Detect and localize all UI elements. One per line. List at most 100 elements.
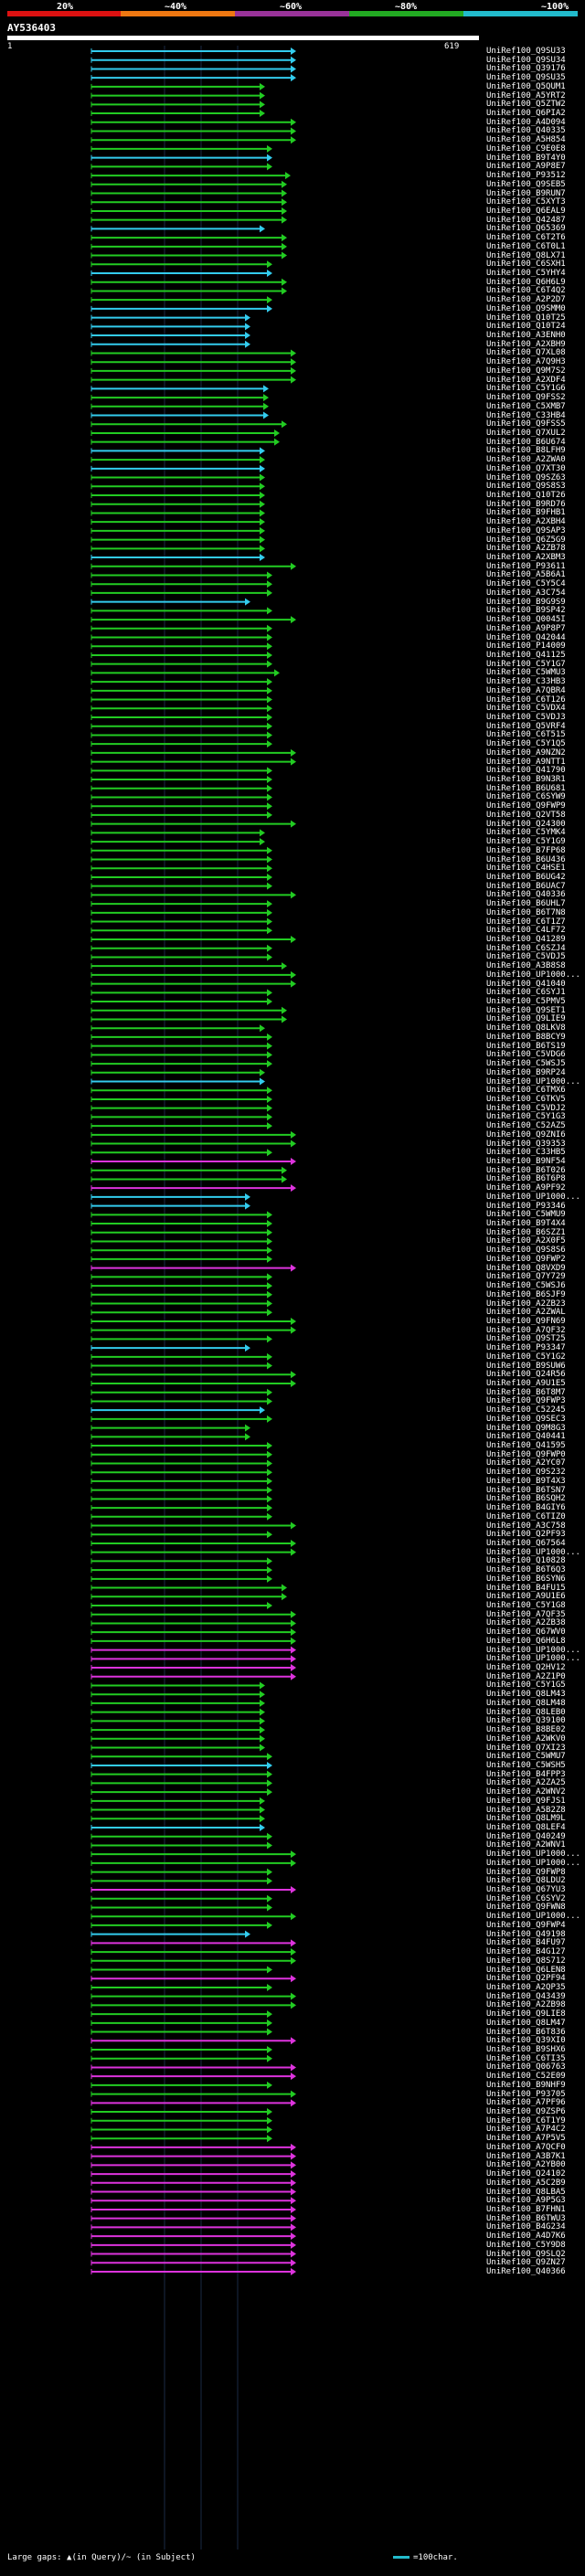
hit-label[interactable]: UniRef100_Q5ZTW2 [486, 100, 566, 110]
hit-label[interactable]: UniRef100_A7QCF0 [486, 2142, 566, 2152]
hit-label[interactable]: UniRef100_Q9LIE8 [486, 2009, 566, 2019]
hit-label[interactable]: UniRef100_A9U1E5 [486, 1379, 566, 1388]
hit-label[interactable]: UniRef100_B7FHN1 [486, 2204, 566, 2214]
hit-label[interactable]: UniRef100_A9U1E6 [486, 1592, 566, 1602]
hit-label[interactable]: UniRef100_C6SXH1 [486, 260, 566, 270]
hit-label[interactable]: UniRef100_Q6EAL9 [486, 206, 566, 216]
hit-label[interactable]: UniRef100_P93611 [486, 561, 566, 571]
hit-label[interactable]: UniRef100_Q9LIE9 [486, 1014, 566, 1024]
hit-label[interactable]: UniRef100_B8BE02 [486, 1725, 566, 1735]
hit-label[interactable]: UniRef100_Q42044 [486, 632, 566, 642]
hit-label[interactable]: UniRef100_B9G9S9 [486, 597, 566, 607]
hit-label[interactable]: UniRef100_A3ENH0 [486, 331, 566, 341]
hit-label[interactable]: UniRef100_C5Y1G6 [486, 384, 566, 394]
hit-label[interactable]: UniRef100_Q9ZSP6 [486, 2107, 566, 2117]
hit-label[interactable]: UniRef100_B6T026 [486, 1165, 566, 1175]
hit-label[interactable]: UniRef100_C5Y1G5 [486, 1680, 566, 1691]
hit-label[interactable]: UniRef100_Q9S8S6 [486, 1246, 566, 1256]
hit-label[interactable]: UniRef100_Q9SU34 [486, 55, 566, 65]
hit-label[interactable]: UniRef100_A5C2B9 [486, 2178, 566, 2188]
hit-label[interactable]: UniRef100_B6UHL7 [486, 899, 566, 909]
hit-label[interactable]: UniRef100_A3C758 [486, 1521, 566, 1531]
hit-label[interactable]: UniRef100_C5XMB7 [486, 401, 566, 411]
hit-label[interactable]: UniRef100_Q9SZ63 [486, 472, 566, 482]
hit-label[interactable]: UniRef100_B9RUN7 [486, 188, 566, 198]
hit-label[interactable]: UniRef100_Q41595 [486, 1441, 566, 1451]
hit-label[interactable]: UniRef100_Q10828 [486, 1556, 566, 1566]
hit-label[interactable]: UniRef100_B6SZZ1 [486, 1227, 566, 1237]
hit-label[interactable]: UniRef100_C5Y1G7 [486, 659, 566, 669]
hit-label[interactable]: UniRef100_A7P5V5 [486, 2134, 566, 2144]
hit-label[interactable]: UniRef100_Q6PIA2 [486, 109, 566, 119]
hit-label[interactable]: UniRef100_C5VDJ2 [486, 1103, 566, 1113]
hit-label[interactable]: UniRef100_A2QP35 [486, 1982, 566, 1992]
hit-label[interactable]: UniRef100_A2X0F5 [486, 1236, 566, 1246]
hit-label[interactable]: UniRef100_Q7XL08 [486, 348, 566, 358]
hit-label[interactable]: UniRef100_C5VDX4 [486, 704, 566, 714]
hit-label[interactable]: UniRef100_Q8VXD9 [486, 1263, 566, 1273]
hit-label[interactable]: UniRef100_Q39353 [486, 1139, 566, 1149]
hit-label[interactable]: UniRef100_B9RD76 [486, 499, 566, 509]
hit-label[interactable]: UniRef100_UP1000... [486, 1076, 580, 1087]
hit-label[interactable]: UniRef100_Q06763 [486, 2062, 566, 2072]
hit-label[interactable]: UniRef100_C5Y9D8 [486, 2240, 566, 2250]
hit-label[interactable]: UniRef100_Q9SU33 [486, 47, 566, 56]
hit-label[interactable]: UniRef100_C52245 [486, 1405, 566, 1415]
hit-label[interactable]: UniRef100_Q9FWP2 [486, 1254, 566, 1264]
hit-label[interactable]: UniRef100_B9N3R1 [486, 775, 566, 785]
hit-label[interactable]: UniRef100_Q9FSS5 [486, 419, 566, 429]
hit-label[interactable]: UniRef100_A2XBH4 [486, 517, 566, 527]
hit-label[interactable]: UniRef100_C6T515 [486, 730, 566, 740]
hit-label[interactable]: UniRef100_A2ZB78 [486, 544, 566, 554]
hit-label[interactable]: UniRef100_Q2PF93 [486, 1530, 566, 1540]
hit-label[interactable]: UniRef100_A4D7K6 [486, 2231, 566, 2242]
hit-label[interactable]: UniRef100_UP1000... [486, 1654, 580, 1664]
hit-label[interactable]: UniRef100_Q9FN69 [486, 1316, 566, 1326]
hit-label[interactable]: UniRef100_B4FU97 [486, 1938, 566, 1948]
hit-label[interactable]: UniRef100_C6TKV5 [486, 1094, 566, 1104]
hit-label[interactable]: UniRef100_Q9M8G3 [486, 1423, 566, 1433]
hit-label[interactable]: UniRef100_C6T126 [486, 694, 566, 705]
hit-label[interactable]: UniRef100_A4D094 [486, 117, 566, 127]
hit-label[interactable]: UniRef100_C5YMK4 [486, 828, 566, 838]
hit-label[interactable]: UniRef100_C5PMV5 [486, 997, 566, 1007]
hit-label[interactable]: UniRef100_B8LFH9 [486, 446, 566, 456]
hit-label[interactable]: UniRef100_Q6H6L9 [486, 277, 566, 287]
hit-label[interactable]: UniRef100_UP1000... [486, 1192, 580, 1202]
hit-label[interactable]: UniRef100_Q5VRF4 [486, 721, 566, 731]
hit-label[interactable]: UniRef100_A9NTT1 [486, 757, 566, 767]
hit-label[interactable]: UniRef100_B9FHB1 [486, 508, 566, 518]
hit-label[interactable]: UniRef100_A3C754 [486, 588, 566, 598]
hit-label[interactable]: UniRef100_C4LF72 [486, 926, 566, 936]
hit-label[interactable]: UniRef100_UP1000... [486, 1858, 580, 1868]
hit-label[interactable]: UniRef100_C33HB4 [486, 410, 566, 420]
hit-label[interactable]: UniRef100_Q8S712 [486, 1956, 566, 1966]
hit-label[interactable]: UniRef100_A2ZB98 [486, 2000, 566, 2010]
hit-label[interactable]: UniRef100_Q67564 [486, 1538, 566, 1548]
hit-label[interactable]: UniRef100_Q7Y729 [486, 1272, 566, 1282]
hit-label[interactable]: UniRef100_B6T836 [486, 2027, 566, 2037]
hit-label[interactable]: UniRef100_Q7XT30 [486, 463, 566, 473]
hit-label[interactable]: UniRef100_Q9SEB5 [486, 179, 566, 189]
hit-label[interactable]: UniRef100_Q9ZNI6 [486, 1129, 566, 1140]
hit-label[interactable]: UniRef100_A2ZWAL [486, 1308, 566, 1318]
hit-label[interactable]: UniRef100_C6TMX6 [486, 1086, 566, 1096]
hit-label[interactable]: UniRef100_B6T8M7 [486, 1387, 566, 1397]
hit-label[interactable]: UniRef100_Q9ST25 [486, 1334, 566, 1344]
hit-label[interactable]: UniRef100_Q42487 [486, 215, 566, 225]
hit-label[interactable]: UniRef100_B9NF54 [486, 1157, 566, 1166]
hit-label[interactable]: UniRef100_C5YHY4 [486, 269, 566, 278]
hit-label[interactable]: UniRef100_A5YRT2 [486, 90, 566, 101]
hit-label[interactable]: UniRef100_B6TWU3 [486, 2213, 566, 2223]
hit-label[interactable]: UniRef100_B8BCY9 [486, 1032, 566, 1042]
hit-label[interactable]: UniRef100_Q2VT58 [486, 810, 566, 820]
hit-label[interactable]: UniRef100_Q9SET1 [486, 1005, 566, 1015]
hit-label[interactable]: UniRef100_P93705 [486, 2089, 566, 2099]
hit-label[interactable]: UniRef100_C6T0L1 [486, 241, 566, 251]
hit-label[interactable]: UniRef100_Q67YU3 [486, 1885, 566, 1895]
hit-label[interactable]: UniRef100_Q9FSS2 [486, 393, 566, 403]
hit-label[interactable]: UniRef100_Q9ZN27 [486, 2258, 566, 2268]
hit-label[interactable]: UniRef100_Q9S232 [486, 1468, 566, 1478]
hit-label[interactable]: UniRef100_A9P8E7 [486, 162, 566, 172]
hit-label[interactable]: UniRef100_Q40366 [486, 2267, 566, 2276]
